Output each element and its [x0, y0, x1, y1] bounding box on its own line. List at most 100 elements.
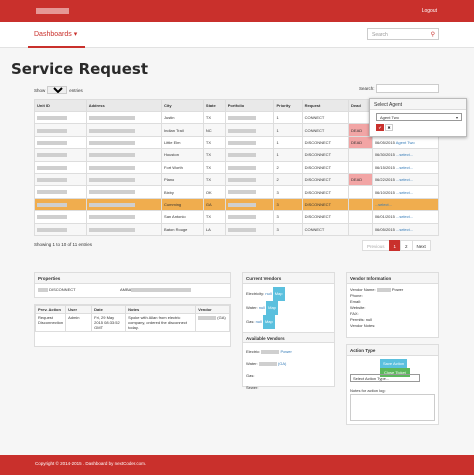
search-icon[interactable]: ⚲: [430, 32, 435, 38]
cell-address: [85, 185, 163, 199]
vendor: (GA): [195, 313, 230, 332]
agent-select-link[interactable]: ...select...: [374, 201, 392, 207]
cell-address: [85, 222, 163, 236]
water-av-label: Water:: [246, 361, 258, 366]
redacted-portfolio: [227, 190, 256, 195]
gas-map-button[interactable]: Map: [262, 315, 275, 329]
cell-agent[interactable]: 06/05/2015 ...select...: [371, 222, 440, 236]
nav-search-input[interactable]: Search ⚲: [367, 28, 439, 40]
cell-portfolio: [224, 185, 275, 199]
table-row[interactable]: Little Elm TX 1 DISCONNECT DEAD 06/05/2015 Ag…: [34, 135, 440, 150]
agent-select-link[interactable]: ...select...: [395, 189, 414, 195]
dashboards-label: Dashboards: [34, 31, 72, 38]
dashboards-menu[interactable]: Dashboards ▾: [28, 22, 85, 48]
footer: Copyright © 2014-2015 . Dashboard by nex…: [0, 455, 474, 475]
water-vendor-link[interactable]: (GA): [277, 361, 287, 366]
vendor-phone: Phone:: [350, 293, 363, 298]
redacted-address: [88, 215, 135, 220]
table-row[interactable]: Houston TX 1 DISCONNECT 06/30/2015 ...select…: [34, 148, 440, 162]
cell-city: Cumming: [161, 197, 204, 212]
cell-city: Fort Worth: [161, 160, 204, 174]
close-ticket-button[interactable]: Close Ticket: [380, 368, 410, 377]
agent-date: 06/05/2015: [374, 226, 395, 232]
table-row[interactable]: Bixby OK 3 DISCONNECT 06/10/2015 ...select..…: [34, 185, 440, 199]
cell-portfolio: [224, 172, 275, 187]
redacted-unit-id: [37, 227, 67, 232]
electricity-map-button[interactable]: Map: [272, 287, 285, 301]
table-row[interactable]: Plano TX 2 DISCONNECT DEAD 06/22/2015 ...sele…: [34, 172, 440, 187]
page-size-select[interactable]: 10: [47, 86, 68, 94]
agent-select-link[interactable]: ...select...: [395, 214, 414, 220]
agent-select-link[interactable]: ...select...: [395, 226, 414, 232]
cell-agent[interactable]: 06/30/2015 ...select...: [371, 148, 440, 162]
redacted-portfolio: [227, 153, 256, 158]
vendor-info-list: Vendor Name: Power Phone: Email: Website…: [347, 284, 438, 332]
cell-dead: DEAD: [348, 172, 373, 187]
redacted-unit-id: [37, 178, 67, 183]
water-map-button[interactable]: Map: [266, 301, 278, 315]
cell-portfolio: [224, 148, 275, 162]
confirm-agent-button[interactable]: ✔: [376, 124, 384, 131]
action-type-selected: Select Action Type...: [353, 376, 390, 381]
previous-page-button[interactable]: Previous: [362, 240, 390, 251]
action-history-panel: Prev. Action User Date Notes Vendor Request …: [34, 304, 231, 347]
cell-agent[interactable]: 06/10/2015 ...select...: [371, 185, 440, 199]
table-row[interactable]: Fort Worth TX 2 DISCONNECT 06/15/2015 ...sel…: [34, 160, 440, 174]
column-header-priority[interactable]: Priority: [273, 99, 303, 112]
cell-address: [85, 210, 163, 224]
cell-request: DISCONNECT: [301, 172, 350, 187]
gas-av-label: Gas:: [246, 373, 255, 378]
select-arrow-icon: ▾: [455, 115, 458, 120]
table-row[interactable]: Cumming GA 3 DISCONNECT ...select...: [34, 197, 440, 212]
save-action-button[interactable]: Save Action: [380, 359, 408, 368]
cell-state: TX: [202, 160, 226, 174]
cell-unit-id: [34, 148, 87, 162]
agent-select-link[interactable]: ...select...: [395, 152, 414, 158]
cell-agent[interactable]: 06/05/2015 Agent Two: [371, 135, 440, 150]
agent-select-link[interactable]: ...select...: [395, 177, 414, 183]
table-row: Request Disconnection Admin Fri, 29 May …: [34, 313, 230, 332]
redacted-unit-id: [37, 190, 67, 195]
cell-city: Little Elm: [161, 135, 204, 150]
cell-dead: [348, 160, 373, 174]
gas-value: null: [255, 319, 262, 324]
cell-request: DISCONNECT: [301, 210, 350, 224]
cell-state: TX: [202, 172, 226, 187]
table-row[interactable]: San Antonio TX 3 DISCONNECT 06/01/2015 ...se…: [34, 210, 440, 224]
action-notes-textarea[interactable]: [350, 394, 435, 421]
cell-priority: 3: [273, 210, 303, 224]
cell-state: NC: [202, 123, 226, 137]
cell-request: DISCONNECT: [301, 160, 350, 174]
agent-select-link[interactable]: ...select...: [395, 164, 414, 170]
table-row[interactable]: Baton Rouge LA 3 CONNECT 06/05/2015 ...selec…: [34, 222, 440, 236]
cell-agent[interactable]: 06/22/2015 ...select...: [371, 172, 440, 187]
column-header-city[interactable]: City: [161, 99, 204, 112]
cell-agent[interactable]: 06/01/2015 ...select...: [371, 210, 440, 224]
table-search-input[interactable]: [376, 84, 439, 93]
cell-unit-id: [34, 185, 87, 199]
column-header-portfolio[interactable]: Portfolio: [224, 99, 275, 112]
cell-dead: [348, 110, 373, 125]
next-page-button[interactable]: Next: [411, 240, 431, 251]
available-vendors-title: Available Vendors: [243, 332, 334, 343]
column-header-address[interactable]: Address: [85, 99, 163, 112]
cell-agent[interactable]: ...select...: [371, 197, 440, 212]
logout-link[interactable]: Logout: [421, 8, 437, 14]
redacted-portfolio: [227, 165, 256, 170]
cell-city: Justin: [161, 110, 204, 125]
action-type-select[interactable]: Select Action Type...: [350, 374, 420, 382]
electric-vendor-link[interactable]: Power: [280, 349, 292, 354]
cell-dead: DEAD: [348, 135, 373, 150]
cell-state: TX: [202, 110, 226, 125]
column-header-request[interactable]: Request: [301, 99, 350, 112]
agent-select-link[interactable]: Agent Two: [395, 139, 415, 145]
cancel-agent-button[interactable]: ✖: [385, 124, 393, 131]
agent-select[interactable]: Agent Two ▾: [376, 113, 462, 121]
redacted-unit-id: [37, 140, 67, 145]
cell-agent[interactable]: 06/15/2015 ...select...: [371, 160, 440, 174]
redacted-address: [88, 153, 135, 158]
column-header-state[interactable]: State: [202, 99, 226, 112]
cell-request: CONNECT: [301, 123, 350, 137]
column-header-unit-id[interactable]: Unit ID: [34, 99, 87, 112]
agent-date: 06/15/2015: [374, 164, 395, 170]
